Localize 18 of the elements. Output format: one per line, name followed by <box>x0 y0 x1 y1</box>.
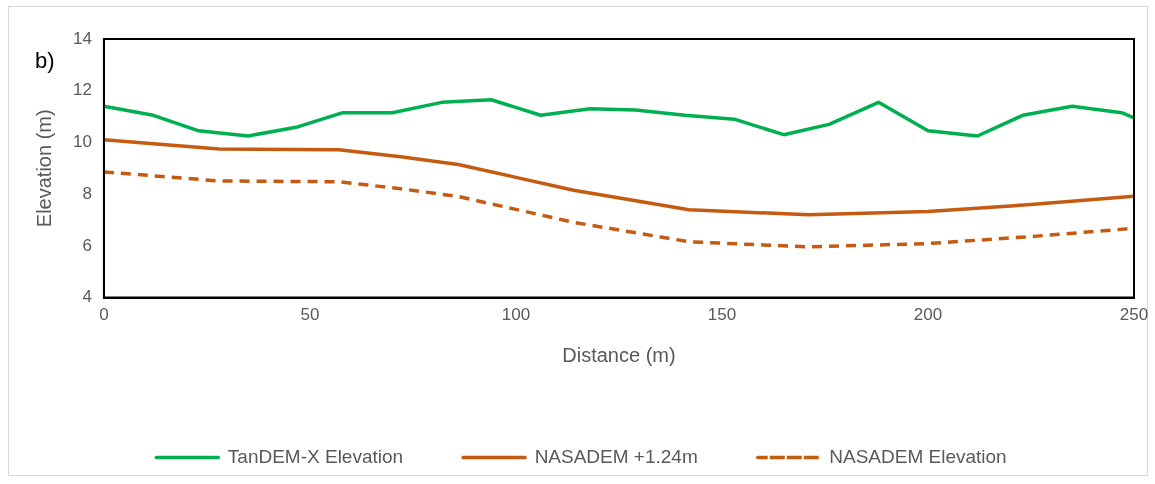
x-axis-title: Distance (m) <box>562 343 676 366</box>
y-tick-label: 6 <box>82 235 92 255</box>
y-tick-label: 8 <box>82 183 92 203</box>
legend-label: NASADEM +1.24m <box>534 445 698 467</box>
y-tick-label: 10 <box>72 132 92 152</box>
y-axis-title: Elevation (m) <box>32 109 55 228</box>
legend-label: NASADEM Elevation <box>829 445 1007 467</box>
legend-label: TanDEM-X Elevation <box>227 445 404 467</box>
x-tick-label: 50 <box>300 305 320 325</box>
x-tick-label: 250 <box>1119 305 1149 325</box>
x-tick-label: 0 <box>99 305 109 325</box>
y-tick-label: 12 <box>72 80 92 100</box>
text: b) <box>35 48 55 74</box>
y-tick-label: 14 <box>72 28 92 48</box>
x-tick-label: 100 <box>501 305 531 325</box>
x-tick-label: 150 <box>707 305 737 325</box>
x-tick-label: 200 <box>913 305 943 325</box>
y-tick-label: 4 <box>82 287 92 307</box>
